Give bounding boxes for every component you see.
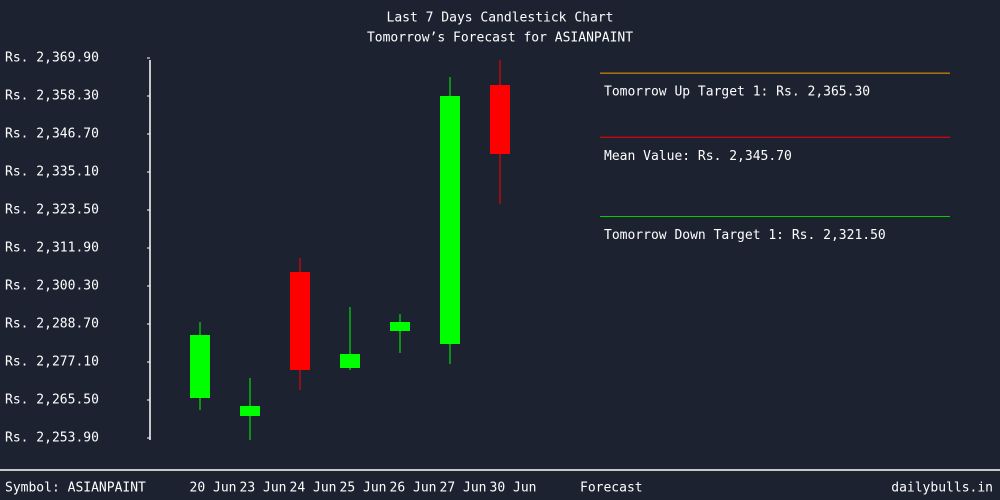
x-tick-label: 23 Jun	[240, 481, 287, 496]
symbol-label: Symbol: ASIANPAINT	[5, 481, 146, 496]
y-tick-label: Rs. 2,300.30	[5, 279, 99, 294]
forecast-text: Mean Value: Rs. 2,345.70	[604, 149, 792, 164]
x-tick-label: 24 Jun	[290, 481, 337, 496]
candle-body	[240, 405, 260, 416]
candle-body	[290, 272, 310, 370]
source: dailybulls.in	[891, 481, 993, 496]
forecast-text: Tomorrow Up Target 1: Rs. 2,365.30	[604, 85, 870, 100]
x-tick-label: 30 Jun	[490, 481, 537, 496]
chart-subtitle: Tomorrow’s Forecast for ASIANPAINT	[367, 31, 633, 46]
candle-body	[490, 84, 510, 154]
y-tick-label: Rs. 2,346.70	[5, 127, 99, 142]
y-tick-label: Rs. 2,253.90	[5, 431, 99, 446]
y-tick-label: Rs. 2,311.90	[5, 241, 99, 256]
y-tick-label: Rs. 2,265.50	[5, 393, 99, 408]
x-tick-label: 27 Jun	[440, 481, 487, 496]
y-tick-label: Rs. 2,323.50	[5, 203, 99, 218]
candle-body	[190, 335, 210, 399]
y-tick-label: Rs. 2,288.70	[5, 317, 99, 332]
candle-body	[440, 96, 460, 344]
x-tick-label: 26 Jun	[390, 481, 437, 496]
candle-body	[390, 322, 410, 331]
x-tick-label: 25 Jun	[340, 481, 387, 496]
chart-title: Last 7 Days Candlestick Chart	[387, 11, 614, 26]
candle-body	[340, 354, 360, 368]
y-tick-label: Rs. 2,358.30	[5, 89, 99, 104]
y-tick-label: Rs. 2,369.90	[5, 51, 99, 66]
forecast-text: Tomorrow Down Target 1: Rs. 2,321.50	[604, 228, 886, 243]
x-tick-label: 20 Jun	[190, 481, 237, 496]
forecast-label: Forecast	[580, 481, 643, 496]
y-tick-label: Rs. 2,335.10	[5, 165, 99, 180]
y-tick-label: Rs. 2,277.10	[5, 355, 99, 370]
